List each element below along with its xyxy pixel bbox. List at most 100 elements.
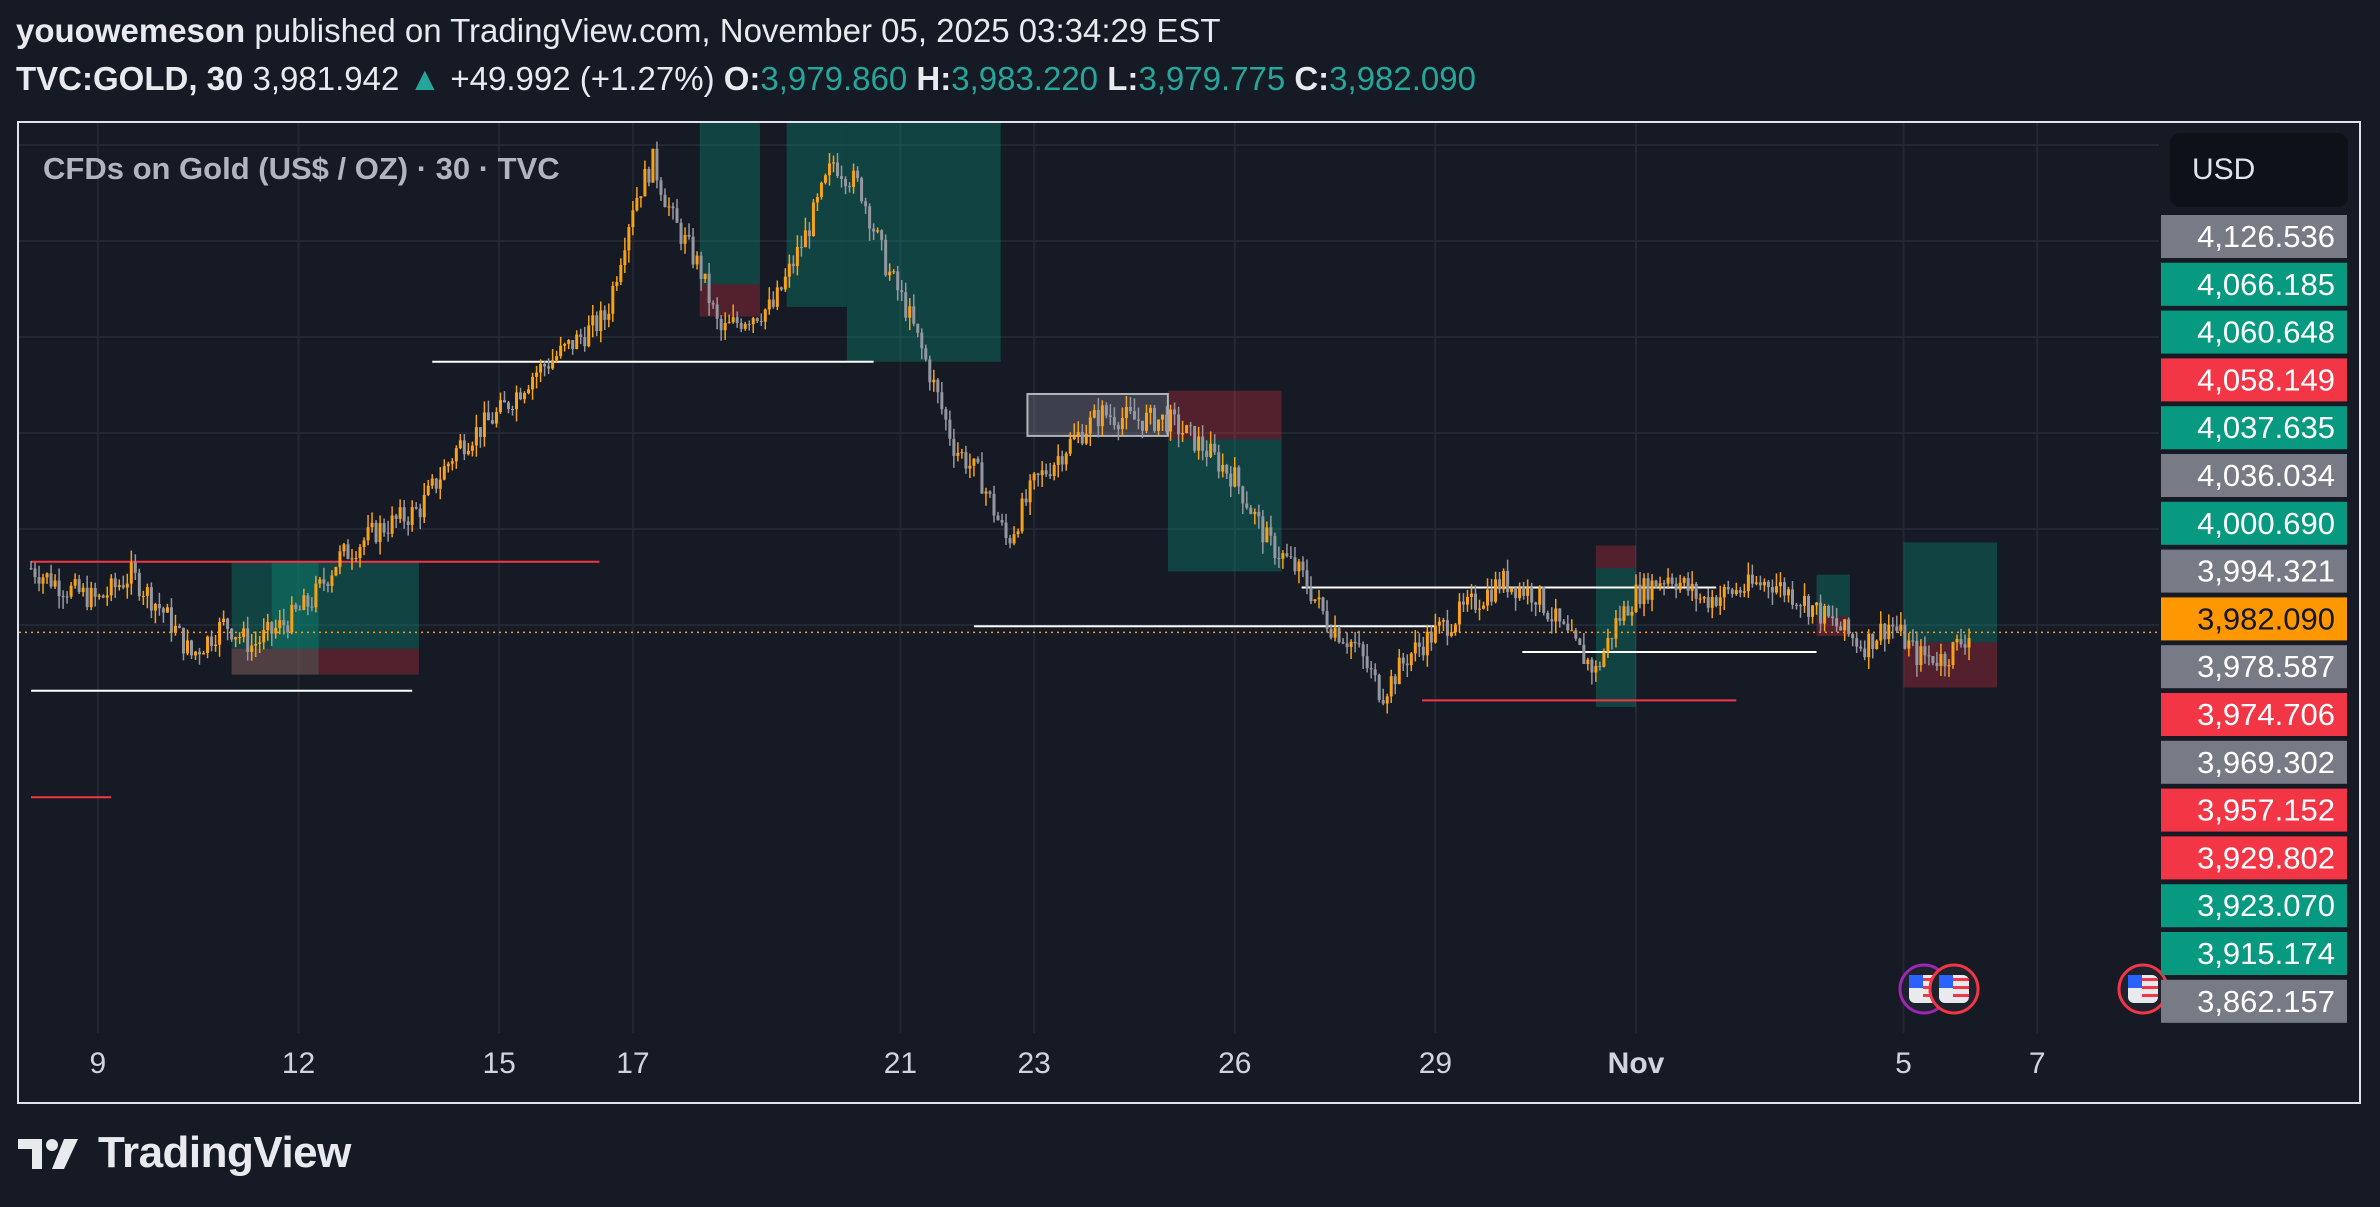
event-markers <box>1898 963 2169 1015</box>
candle-body <box>1144 412 1148 431</box>
candle-body <box>735 317 739 323</box>
footer-brand[interactable]: TradingView <box>98 1128 351 1177</box>
price-label-box <box>2161 645 2347 689</box>
candle-body <box>306 595 310 607</box>
candle-body <box>571 340 575 350</box>
candle-body <box>1197 436 1201 451</box>
trade-zone-profit <box>699 123 760 285</box>
candle-body <box>1357 643 1361 645</box>
candle-body <box>1072 435 1076 439</box>
candle-body <box>1201 436 1205 451</box>
candle-body <box>1100 405 1104 427</box>
candle-body <box>1377 675 1381 701</box>
candle-body <box>1758 582 1762 586</box>
candle-body <box>872 228 876 232</box>
candle-body <box>944 409 948 420</box>
candle-body <box>1730 589 1734 595</box>
candle-body <box>1726 586 1730 590</box>
candle-body <box>394 515 398 519</box>
candle-body <box>438 479 442 489</box>
candle-body <box>406 521 410 525</box>
flag-stripe <box>2142 978 2158 981</box>
candle-body <box>1654 580 1658 588</box>
trade-zone-profit <box>1167 439 1282 572</box>
candle-body <box>1341 642 1345 644</box>
candle-body <box>599 310 603 332</box>
candle-body <box>1494 579 1498 602</box>
candle-body <box>1947 665 1951 667</box>
candle-body <box>555 356 559 361</box>
currency-button[interactable]: USD <box>2170 133 2348 207</box>
candle-body <box>1297 561 1301 572</box>
candle-body <box>266 622 270 631</box>
price-chart[interactable]: 9 12 15 17 21 23 26 29 Nov 5 7 4,126.5364,066.1854… <box>19 123 2359 1102</box>
candle-body <box>683 234 687 244</box>
us-flag-icon <box>2117 963 2169 1015</box>
candle-body <box>787 263 791 277</box>
candle-body <box>1092 409 1096 418</box>
high-label: H: <box>916 60 952 97</box>
candle-body <box>366 527 370 541</box>
price-label-box <box>2161 215 2347 258</box>
candle-body <box>1863 648 1867 658</box>
candle-body <box>1939 653 1943 667</box>
price-label: 3,923.070 <box>2197 888 2335 923</box>
candle-body <box>1955 638 1959 643</box>
candle-body <box>173 625 177 633</box>
candle-body <box>65 596 69 598</box>
candle-body <box>402 507 406 522</box>
candle-body <box>1678 582 1682 590</box>
candle-body <box>206 636 210 654</box>
candle-body <box>1706 597 1710 608</box>
candle-body <box>37 577 41 584</box>
candle-body <box>1855 638 1859 647</box>
candle-body <box>611 285 615 314</box>
candle-body <box>1116 425 1120 430</box>
candle-body <box>1289 556 1293 558</box>
trade-zone-profit <box>271 561 419 649</box>
candle-body <box>1686 578 1690 591</box>
price-label: 3,915.174 <box>2197 936 2335 971</box>
time-axis: 9 12 15 17 21 23 26 29 Nov 5 7 <box>90 1047 2046 1080</box>
candle-body <box>1213 443 1217 453</box>
author-name[interactable]: youowemeson <box>16 12 246 49</box>
flag-stripe <box>1953 986 1969 989</box>
trade-zone-profit <box>231 561 319 675</box>
candle-body <box>1205 450 1209 457</box>
flag-stripe <box>2142 986 2158 989</box>
candle-body <box>964 452 968 469</box>
price-label: 4,066.185 <box>2197 267 2335 302</box>
candle-body <box>298 609 302 611</box>
candle-body <box>354 558 358 560</box>
candle-body <box>747 323 751 325</box>
candle-body <box>1887 624 1891 640</box>
candle-body <box>739 322 743 329</box>
candle-body <box>141 595 145 597</box>
candle-body <box>1056 456 1060 465</box>
candle-body <box>832 162 835 164</box>
candle-body <box>294 604 298 610</box>
candle-body <box>651 148 655 183</box>
price-label: 4,058.149 <box>2197 362 2335 397</box>
candle-body <box>1931 656 1935 664</box>
candle-body <box>643 168 647 197</box>
candle-body <box>1578 638 1582 645</box>
candle-body <box>547 366 551 369</box>
candle-body <box>763 309 767 322</box>
candle-body <box>1293 557 1297 572</box>
candle-body <box>310 606 314 608</box>
candle-body <box>920 332 924 349</box>
candle-body <box>543 363 547 367</box>
candle-body <box>880 230 884 240</box>
x-tick-label: 26 <box>1218 1047 1251 1080</box>
candle-body <box>157 604 161 609</box>
candle-body <box>1482 605 1486 609</box>
candle-body <box>615 281 619 286</box>
candle-body <box>1157 419 1161 431</box>
candle-body <box>1538 587 1542 605</box>
candle-body <box>470 445 474 451</box>
candle-body <box>908 306 912 318</box>
candle-body <box>1120 418 1124 430</box>
price-label-box <box>2161 358 2347 402</box>
candle-body <box>210 636 214 646</box>
